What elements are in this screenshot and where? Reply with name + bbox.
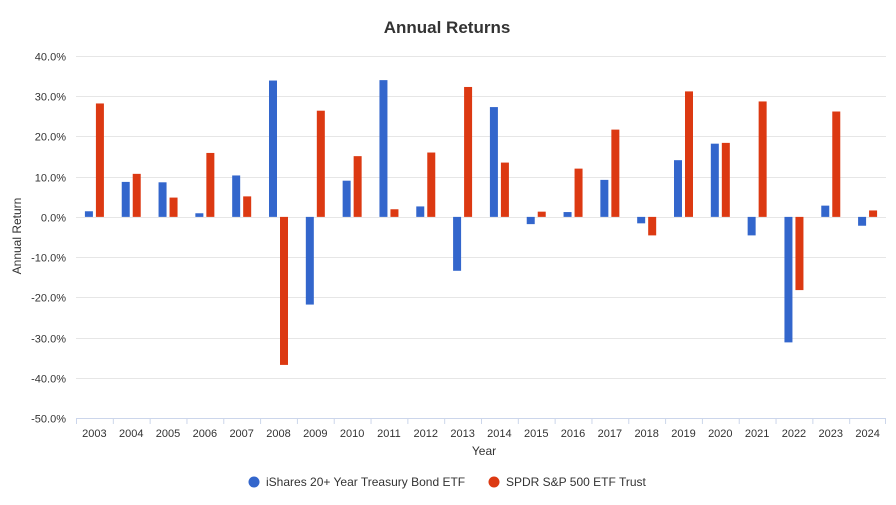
bar-treasury-2008[interactable] xyxy=(269,80,277,217)
x-tick-label: 2003 xyxy=(82,428,106,440)
x-tick-label: 2020 xyxy=(708,428,732,440)
bar-treasury-2022[interactable] xyxy=(784,216,793,343)
x-tick-label: 2012 xyxy=(414,428,438,440)
x-axis-label: Year xyxy=(472,444,496,458)
chart-title: Annual Returns xyxy=(384,18,511,37)
bar-spdr-2005[interactable] xyxy=(169,197,178,217)
bar-spdr-2011[interactable] xyxy=(390,209,399,217)
legend-item-spdr[interactable]: SPDR S&P 500 ETF Trust xyxy=(488,475,647,489)
bar-treasury-2021[interactable] xyxy=(747,216,756,236)
bar-spdr-2018[interactable] xyxy=(648,216,657,236)
x-tick-label: 2004 xyxy=(119,428,143,440)
bar-spdr-2021[interactable] xyxy=(758,101,767,217)
x-tick-label: 2008 xyxy=(266,428,290,440)
bar-treasury-2004[interactable] xyxy=(121,181,130,217)
x-tick-label: 2024 xyxy=(855,428,879,440)
y-tick-label: -50.0% xyxy=(31,414,66,426)
x-tick-label: 2022 xyxy=(782,428,806,440)
y-tick-label: 20.0% xyxy=(35,132,66,144)
x-tick-label: 2006 xyxy=(193,428,217,440)
bar-treasury-2010[interactable] xyxy=(342,180,351,217)
x-tick-label: 2005 xyxy=(156,428,180,440)
y-tick-label: 0.0% xyxy=(41,213,66,225)
bar-spdr-2009[interactable] xyxy=(316,110,325,217)
bar-spdr-2020[interactable] xyxy=(721,142,730,217)
bar-treasury-2020[interactable] xyxy=(710,143,719,217)
bar-spdr-2023[interactable] xyxy=(832,111,841,217)
legend-marker-spdr xyxy=(488,476,500,488)
bar-treasury-2012[interactable] xyxy=(416,206,425,217)
legend-label-spdr: SPDR S&P 500 ETF Trust xyxy=(506,475,646,489)
bar-spdr-2017[interactable] xyxy=(611,129,620,217)
y-axis-label: Annual Return xyxy=(10,198,24,275)
y-tick-label: 30.0% xyxy=(35,92,66,104)
x-tick-label: 2017 xyxy=(598,428,622,440)
legend: iShares 20+ Year Treasury Bond ETF SPDR … xyxy=(248,475,647,489)
y-tick-label: -20.0% xyxy=(31,293,66,305)
legend-item-treasury[interactable]: iShares 20+ Year Treasury Bond ETF xyxy=(248,475,466,489)
y-tick-label: -30.0% xyxy=(31,334,66,346)
x-tick-label: 2010 xyxy=(340,428,364,440)
x-tick-label: 2023 xyxy=(819,428,843,440)
x-tick-label: 2016 xyxy=(561,428,585,440)
legend-marker-treasury xyxy=(248,476,260,488)
bar-treasury-2016[interactable] xyxy=(563,212,572,217)
bar-treasury-2013[interactable] xyxy=(453,216,462,271)
x-tick-label: 2009 xyxy=(303,428,327,440)
bar-spdr-2019[interactable] xyxy=(685,91,693,217)
bar-treasury-2023[interactable] xyxy=(821,205,830,217)
x-tick-label: 2007 xyxy=(229,428,253,440)
bar-spdr-2010[interactable] xyxy=(353,156,362,217)
bar-treasury-2003[interactable] xyxy=(84,211,93,217)
bar-spdr-2003[interactable] xyxy=(95,103,104,217)
bar-treasury-2006[interactable] xyxy=(195,213,204,217)
x-tick-label: 2013 xyxy=(450,428,474,440)
bar-spdr-2013[interactable] xyxy=(464,86,473,217)
bar-spdr-2007[interactable] xyxy=(243,196,252,217)
x-tick-label: 2019 xyxy=(671,428,695,440)
bar-spdr-2006[interactable] xyxy=(206,152,215,217)
y-tick-label: 10.0% xyxy=(35,173,66,185)
y-tick-label: 40.0% xyxy=(35,52,66,64)
bar-treasury-2011[interactable] xyxy=(379,80,388,217)
bar-spdr-2004[interactable] xyxy=(132,173,141,217)
legend-label-treasury: iShares 20+ Year Treasury Bond ETF xyxy=(266,475,465,489)
bar-spdr-2016[interactable] xyxy=(574,168,583,217)
x-tick-label: 2021 xyxy=(745,428,769,440)
bars xyxy=(84,80,878,365)
x-tick-label: 2018 xyxy=(634,428,658,440)
bar-treasury-2018[interactable] xyxy=(637,216,646,224)
bar-spdr-2008[interactable] xyxy=(280,216,288,365)
bar-treasury-2009[interactable] xyxy=(305,216,314,305)
x-tick-label: 2015 xyxy=(524,428,548,440)
y-axis-ticks: 40.0% 30.0% 20.0% 10.0% 0.0% -10.0% -20.0% -30.… xyxy=(31,52,66,426)
bar-treasury-2019[interactable] xyxy=(674,160,682,217)
bar-spdr-2015[interactable] xyxy=(537,211,546,217)
x-tick-label: 2011 xyxy=(377,428,401,440)
x-axis-ticks: 2003 2004 2005 2006 2007 2008 2009 2010 2011 2012… xyxy=(76,418,886,440)
bar-spdr-2024[interactable] xyxy=(869,210,878,217)
bar-treasury-2014[interactable] xyxy=(489,107,498,217)
bar-treasury-2005[interactable] xyxy=(158,182,167,217)
bar-treasury-2017[interactable] xyxy=(600,179,609,217)
y-tick-label: -40.0% xyxy=(31,374,66,386)
bar-treasury-2015[interactable] xyxy=(526,216,535,225)
bar-spdr-2012[interactable] xyxy=(427,152,436,217)
bar-treasury-2024[interactable] xyxy=(858,216,867,226)
y-tick-label: -10.0% xyxy=(31,253,66,265)
bar-spdr-2022[interactable] xyxy=(795,216,804,291)
bar-treasury-2007[interactable] xyxy=(232,175,241,217)
x-tick-label: 2014 xyxy=(487,428,511,440)
bar-spdr-2014[interactable] xyxy=(500,162,509,217)
